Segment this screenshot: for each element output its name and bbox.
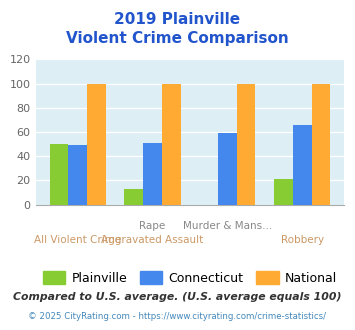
Bar [87,83,106,205]
Legend: Plainville, Connecticut, National: Plainville, Connecticut, National [38,266,342,290]
Bar [274,179,293,205]
Bar [50,144,68,205]
Bar [293,125,312,205]
Bar [68,145,87,205]
Text: Compared to U.S. average. (U.S. average equals 100): Compared to U.S. average. (U.S. average … [13,292,342,302]
Bar [124,189,143,205]
Bar [312,83,330,205]
Bar [218,133,237,205]
Text: Murder & Mans...: Murder & Mans... [183,221,272,231]
Text: Rape: Rape [140,221,166,231]
Text: Aggravated Assault: Aggravated Assault [102,235,204,245]
Text: Robbery: Robbery [281,235,324,245]
Text: All Violent Crime: All Violent Crime [34,235,121,245]
Bar [143,143,162,205]
Text: © 2025 CityRating.com - https://www.cityrating.com/crime-statistics/: © 2025 CityRating.com - https://www.city… [28,312,327,321]
Text: 2019 Plainville: 2019 Plainville [114,12,241,26]
Text: Violent Crime Comparison: Violent Crime Comparison [66,31,289,46]
Bar [237,83,256,205]
Bar [162,83,181,205]
